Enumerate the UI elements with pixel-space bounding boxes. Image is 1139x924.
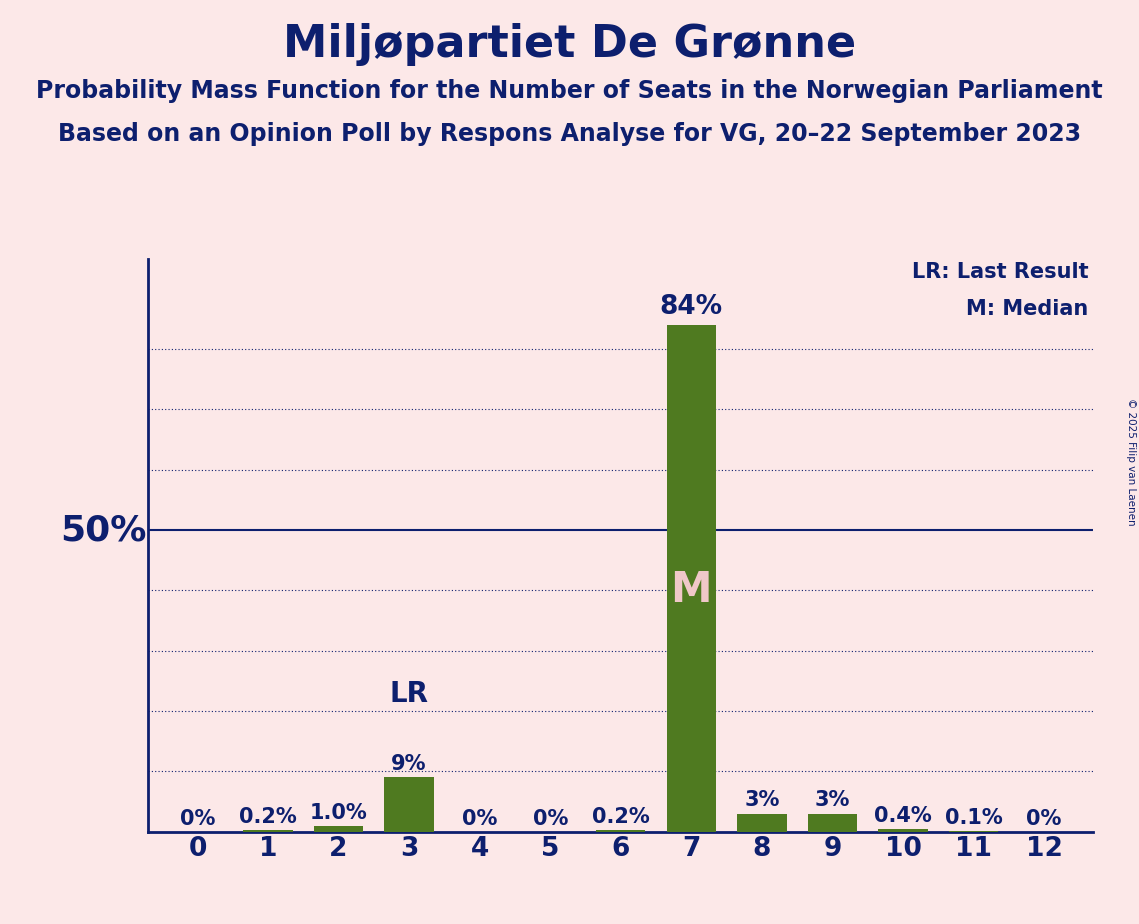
Bar bbox=[385, 777, 434, 832]
Text: 9%: 9% bbox=[392, 754, 427, 774]
Text: 0.4%: 0.4% bbox=[874, 806, 932, 826]
Bar bbox=[596, 831, 646, 832]
Text: 0%: 0% bbox=[533, 809, 568, 829]
Text: 84%: 84% bbox=[659, 294, 723, 321]
Text: 0.2%: 0.2% bbox=[239, 808, 297, 827]
Text: 0%: 0% bbox=[180, 809, 215, 829]
Bar bbox=[878, 829, 927, 832]
Bar bbox=[808, 813, 858, 832]
Text: 3%: 3% bbox=[814, 791, 850, 810]
Text: 0.1%: 0.1% bbox=[944, 808, 1002, 828]
Text: 1.0%: 1.0% bbox=[310, 803, 368, 822]
Text: M: Median: M: Median bbox=[967, 298, 1089, 319]
Text: © 2025 Filip van Laenen: © 2025 Filip van Laenen bbox=[1126, 398, 1136, 526]
Text: Miljøpartiet De Grønne: Miljøpartiet De Grønne bbox=[282, 23, 857, 67]
Text: 3%: 3% bbox=[744, 791, 779, 810]
Text: Based on an Opinion Poll by Respons Analyse for VG, 20–22 September 2023: Based on an Opinion Poll by Respons Anal… bbox=[58, 122, 1081, 146]
Text: LR: LR bbox=[390, 680, 428, 708]
Text: M: M bbox=[671, 569, 712, 612]
Bar bbox=[737, 813, 787, 832]
Text: 0%: 0% bbox=[1026, 809, 1062, 829]
Text: 0.2%: 0.2% bbox=[592, 808, 649, 827]
Text: LR: Last Result: LR: Last Result bbox=[912, 261, 1089, 282]
Bar bbox=[666, 325, 716, 832]
Text: 50%: 50% bbox=[60, 513, 147, 547]
Bar bbox=[314, 825, 363, 832]
Text: 0%: 0% bbox=[462, 809, 498, 829]
Bar bbox=[244, 831, 293, 832]
Text: Probability Mass Function for the Number of Seats in the Norwegian Parliament: Probability Mass Function for the Number… bbox=[36, 79, 1103, 103]
